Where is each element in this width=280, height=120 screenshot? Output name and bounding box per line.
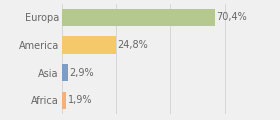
Text: 70,4%: 70,4%	[216, 12, 247, 22]
Bar	[62, 92, 66, 109]
Text: 24,8%: 24,8%	[117, 40, 148, 50]
Bar	[62, 64, 68, 81]
Bar	[62, 9, 215, 26]
Bar	[62, 36, 116, 54]
Text: 1,9%: 1,9%	[67, 95, 92, 105]
Text: 2,9%: 2,9%	[70, 68, 94, 78]
